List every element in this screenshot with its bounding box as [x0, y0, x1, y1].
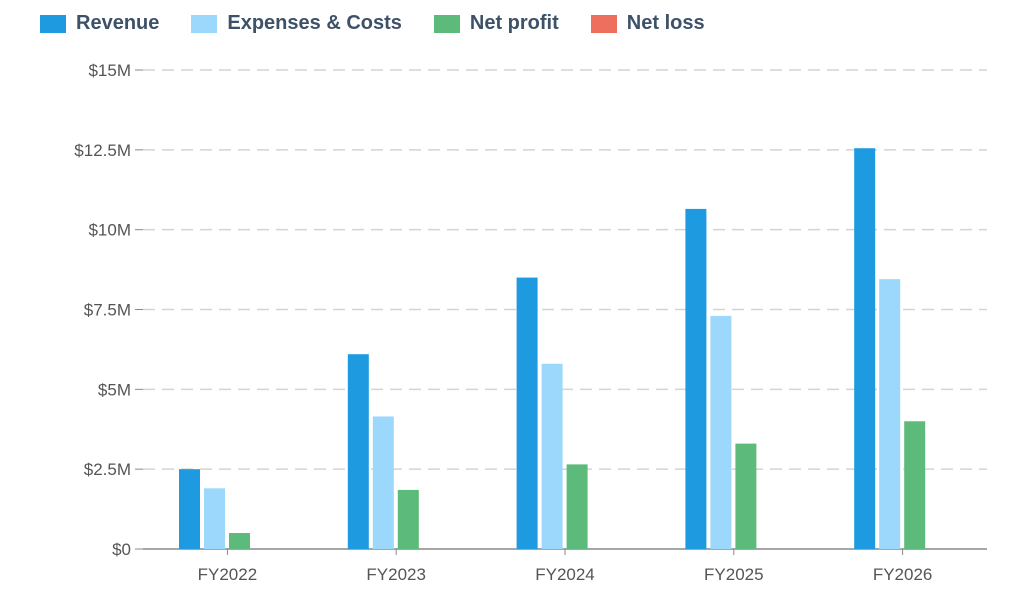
- bar-revenue-fy2025[interactable]: [685, 208, 707, 549]
- bar-revenue-fy2024[interactable]: [516, 277, 538, 549]
- x-tick-label: FY2025: [704, 565, 764, 584]
- bar-net-profit-fy2026[interactable]: [904, 421, 926, 549]
- y-tick-label: $15M: [88, 61, 131, 80]
- bar-revenue-fy2023[interactable]: [347, 354, 369, 549]
- bar-net-profit-fy2022[interactable]: [229, 533, 250, 549]
- x-tick-label: FY2022: [198, 565, 258, 584]
- legend-swatch: [590, 14, 617, 33]
- x-tick-label: FY2024: [535, 565, 595, 584]
- legend-item-expenses[interactable]: Expenses & Costs: [191, 12, 402, 35]
- legend-label: Net loss: [626, 12, 705, 34]
- bar-expenses-fy2023[interactable]: [372, 416, 394, 549]
- legend-swatch: [40, 14, 66, 33]
- bar-revenue-fy2026[interactable]: [854, 148, 876, 549]
- chart-legend: Revenue Expenses & Costs Net profit Net los…: [40, 12, 737, 35]
- y-tick-label: $5M: [98, 380, 131, 399]
- x-tick-label: FY2026: [873, 565, 933, 584]
- legend-item-revenue[interactable]: Revenue: [40, 12, 159, 35]
- legend-label: Expenses & Costs: [227, 12, 402, 34]
- y-tick-label: $0: [112, 540, 131, 559]
- bar-net-profit-fy2024[interactable]: [566, 464, 588, 549]
- legend-label: Net profit: [469, 12, 559, 34]
- bar-net-profit-fy2025[interactable]: [735, 443, 757, 549]
- bar-expenses-fy2022[interactable]: [204, 488, 225, 549]
- legend-swatch: [433, 14, 460, 33]
- bar-revenue-fy2022[interactable]: [179, 469, 200, 549]
- x-tick-label: FY2023: [366, 565, 426, 584]
- y-tick-label: $10M: [88, 221, 131, 240]
- legend-label: Revenue: [76, 12, 160, 34]
- y-tick-label: $2.5M: [84, 460, 131, 479]
- y-tick-label: $12.5M: [74, 141, 131, 160]
- bar-expenses-fy2026[interactable]: [879, 279, 901, 549]
- bar-net-profit-fy2023[interactable]: [397, 489, 419, 549]
- legend-item-net-loss[interactable]: Net loss: [590, 12, 705, 35]
- y-tick-label: $7.5M: [84, 301, 131, 320]
- legend-swatch: [191, 14, 218, 33]
- legend-item-net-profit[interactable]: Net profit: [433, 12, 559, 35]
- bar-expenses-fy2024[interactable]: [541, 363, 563, 549]
- bar-expenses-fy2025[interactable]: [710, 315, 732, 549]
